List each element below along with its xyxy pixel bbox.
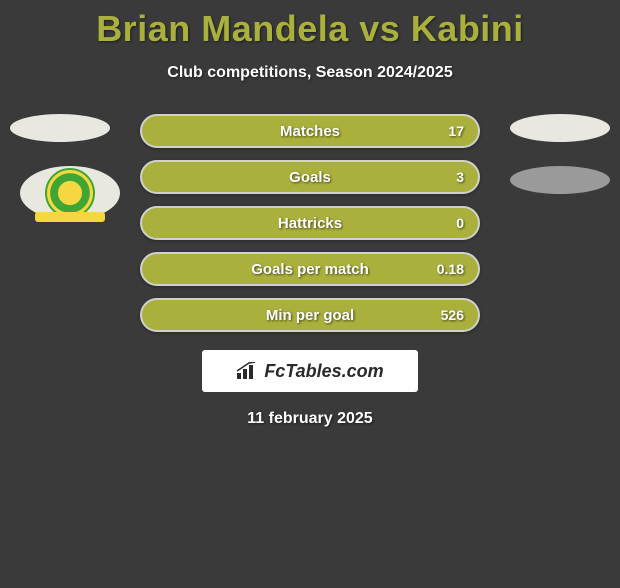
- stat-value: 17: [448, 123, 464, 139]
- stat-label: Matches: [280, 123, 340, 140]
- attribution-badge[interactable]: FcTables.com: [202, 350, 418, 392]
- bar-chart-icon: [236, 362, 258, 380]
- page-title: Brian Mandela vs Kabini: [0, 8, 620, 50]
- page-subtitle: Club competitions, Season 2024/2025: [0, 64, 620, 82]
- stat-label: Goals per match: [251, 261, 369, 278]
- stat-label: Goals: [289, 169, 331, 186]
- stat-label: Hattricks: [278, 215, 342, 232]
- club-crest-ribbon: [35, 212, 105, 222]
- player-badge-right: [510, 114, 610, 142]
- stat-value: 3: [456, 169, 464, 185]
- stat-value: 0: [456, 215, 464, 231]
- stat-value: 0.18: [437, 261, 464, 277]
- stat-row: Hattricks 0: [140, 206, 480, 240]
- club-crest-icon: [45, 168, 95, 218]
- footer-date: 11 february 2025: [0, 410, 620, 428]
- club-badge-left: [20, 166, 120, 220]
- stat-value: 526: [441, 307, 464, 323]
- player-badge-right-secondary: [510, 166, 610, 194]
- stat-label: Min per goal: [266, 307, 354, 324]
- stat-row: Goals 3: [140, 160, 480, 194]
- attribution-text: FcTables.com: [264, 361, 383, 382]
- stat-row: Matches 17: [140, 114, 480, 148]
- stat-row: Goals per match 0.18: [140, 252, 480, 286]
- stat-row: Min per goal 526: [140, 298, 480, 332]
- player-badge-left: [10, 114, 110, 142]
- stats-area: Matches 17 Goals 3 Hattricks 0 Goals per…: [0, 114, 620, 428]
